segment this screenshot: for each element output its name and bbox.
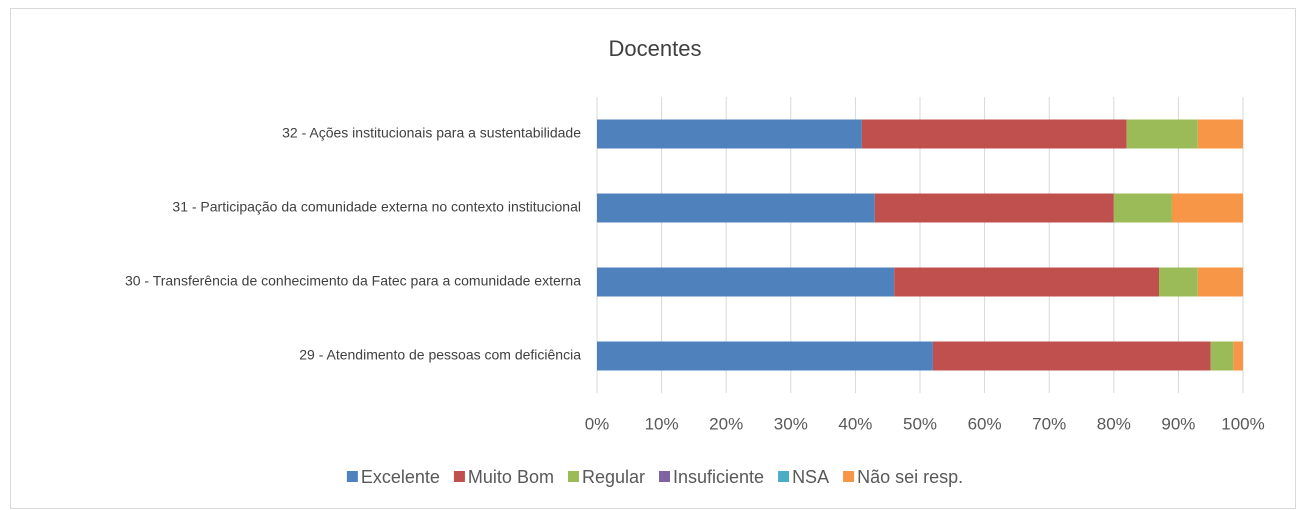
legend-label: Muito Bom [468, 467, 554, 487]
x-tick-label: 20% [709, 414, 743, 433]
legend-swatch [843, 471, 855, 482]
x-tick-label: 60% [968, 414, 1002, 433]
x-tick-label: 10% [645, 414, 679, 433]
bar-segment [1210, 341, 1234, 371]
legend-label: Excelente [361, 467, 440, 487]
x-tick-label: 50% [903, 414, 937, 433]
chart-title: Docentes [609, 36, 702, 61]
bar-segment [1171, 193, 1243, 223]
bar-segment [597, 193, 875, 223]
bar-segment [597, 267, 895, 297]
bar-segment [861, 119, 1127, 149]
legend-label: Não sei resp. [857, 467, 963, 487]
x-tick-label: 30% [774, 414, 808, 433]
x-tick-label: 90% [1161, 414, 1195, 433]
legend-label: Regular [582, 467, 645, 487]
bar-segment [1233, 341, 1243, 371]
x-tick-label: 40% [838, 414, 872, 433]
bar-segment [597, 341, 933, 371]
y-tick-label: 30 - Transferência de conhecimento da Fa… [125, 273, 581, 289]
bar-segment [1113, 193, 1172, 223]
x-tick-label: 100% [1221, 414, 1264, 433]
legend-swatch [567, 471, 579, 482]
bar-segment [1126, 119, 1198, 149]
legend-swatch [346, 471, 358, 482]
y-tick-label: 32 - Ações institucionais para a sustent… [282, 125, 581, 141]
legend-swatch [778, 471, 790, 482]
y-tick-label: 29 - Atendimento de pessoas com deficiên… [299, 347, 581, 363]
x-tick-label: 70% [1032, 414, 1066, 433]
x-tick-label: 80% [1097, 414, 1131, 433]
bar-segment [874, 193, 1114, 223]
bar-segment [1197, 119, 1243, 149]
bar-segment [597, 119, 862, 149]
y-tick-label: 31 - Participação da comunidade externa … [172, 199, 581, 215]
legend-swatch [659, 471, 670, 482]
x-tick-label: 0% [585, 414, 610, 433]
legend-label: Insuficiente [673, 467, 764, 487]
bar-segment [894, 267, 1160, 297]
bar-segment [1159, 267, 1198, 297]
bar-segment [932, 341, 1211, 371]
legend-label: NSA [792, 467, 829, 487]
bar-segment [1197, 267, 1243, 297]
legend-swatch [453, 471, 465, 482]
chart-border [10, 8, 1296, 509]
